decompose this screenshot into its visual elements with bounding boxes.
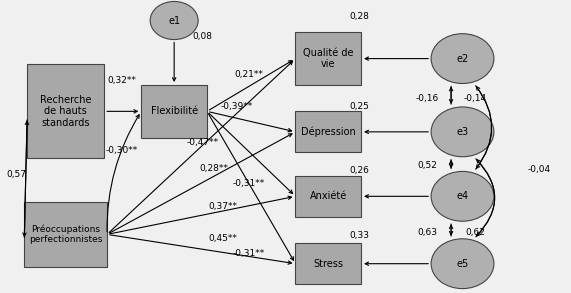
Text: Stress: Stress	[313, 259, 343, 269]
Text: 0,21**: 0,21**	[234, 70, 263, 79]
Text: Flexibilité: Flexibilité	[151, 106, 198, 116]
Text: -0,31**: -0,31**	[232, 179, 264, 188]
Ellipse shape	[431, 107, 494, 157]
Text: e5: e5	[456, 259, 469, 269]
Text: -0,30**: -0,30**	[106, 146, 138, 155]
Text: -0,31**: -0,31**	[232, 249, 264, 258]
FancyBboxPatch shape	[296, 32, 361, 85]
Ellipse shape	[431, 239, 494, 289]
Text: -0,16: -0,16	[416, 94, 439, 103]
Ellipse shape	[150, 1, 198, 40]
Text: 0,32**: 0,32**	[107, 76, 136, 85]
Text: -0,14: -0,14	[464, 94, 486, 103]
Text: 0,25: 0,25	[350, 102, 369, 110]
Text: Anxiété: Anxiété	[309, 191, 347, 201]
Text: 0,63: 0,63	[417, 229, 437, 237]
FancyBboxPatch shape	[296, 176, 361, 217]
Ellipse shape	[431, 34, 494, 84]
Text: e4: e4	[456, 191, 469, 201]
FancyBboxPatch shape	[296, 243, 361, 284]
Text: Recherche
de hauts
standards: Recherche de hauts standards	[40, 95, 91, 128]
FancyBboxPatch shape	[27, 64, 104, 158]
Text: 0,28**: 0,28**	[200, 164, 228, 173]
Text: 0,62: 0,62	[465, 229, 485, 237]
Text: 0,57: 0,57	[6, 170, 26, 179]
Text: Dépression: Dépression	[301, 127, 356, 137]
Text: e2: e2	[456, 54, 469, 64]
Text: -0,04: -0,04	[528, 166, 551, 174]
Text: 0,28: 0,28	[350, 12, 369, 21]
Text: 0,33: 0,33	[349, 231, 370, 240]
Text: 0,26: 0,26	[350, 166, 369, 175]
Text: -0,39**: -0,39**	[221, 103, 253, 111]
Text: 0,08: 0,08	[192, 32, 213, 41]
FancyBboxPatch shape	[296, 111, 361, 152]
Text: 0,37**: 0,37**	[208, 202, 237, 211]
Text: 0,52: 0,52	[417, 161, 437, 170]
Ellipse shape	[431, 171, 494, 221]
FancyBboxPatch shape	[25, 202, 107, 267]
Text: e3: e3	[456, 127, 469, 137]
Text: e1: e1	[168, 16, 180, 25]
Text: Préoccupations
perfectionnistes: Préoccupations perfectionnistes	[29, 224, 102, 244]
FancyBboxPatch shape	[142, 85, 207, 138]
Text: -0,47**: -0,47**	[187, 138, 219, 146]
Text: Qualité de
vie: Qualité de vie	[303, 48, 353, 69]
Text: 0,45**: 0,45**	[208, 234, 237, 243]
